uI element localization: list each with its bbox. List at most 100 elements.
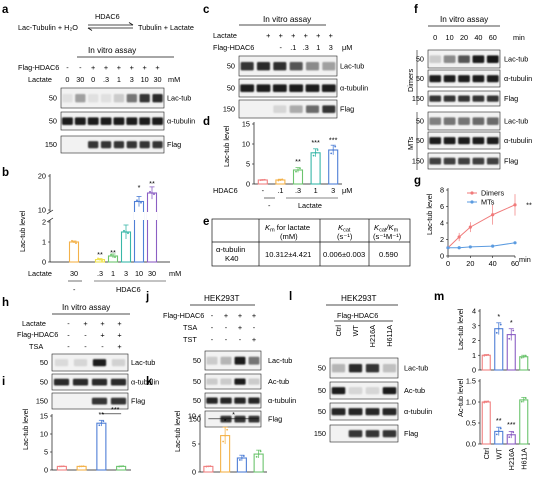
legend-label: Dimers: [481, 189, 504, 198]
blot-band: [74, 117, 86, 125]
data-point: [483, 354, 486, 357]
lane-value: +: [83, 319, 87, 328]
data-point: [497, 430, 500, 433]
x-tick-label: H216A: [507, 448, 516, 470]
blot-band: [220, 356, 232, 365]
blot-band: [458, 55, 470, 63]
y-tick-label: 15: [40, 412, 48, 421]
x-tick-label: 10: [135, 269, 143, 278]
reaction-arrows: [87, 22, 134, 31]
lane-value: -: [67, 331, 70, 340]
blot-band: [53, 378, 70, 386]
blot-band: [472, 75, 485, 83]
lane-value: -: [225, 323, 228, 332]
data-point: [485, 401, 488, 403]
blot-band: [139, 141, 150, 149]
blot-band: [234, 415, 246, 423]
blot-band: [443, 95, 456, 102]
row-label: TST: [183, 335, 197, 344]
lane-value: 0: [65, 75, 69, 84]
blot-band: [486, 117, 499, 125]
lane-value: +: [100, 319, 104, 328]
blot-frame: [238, 55, 338, 77]
y-tick-label: 4: [440, 219, 444, 228]
blot-band: [331, 408, 346, 416]
data-point: [82, 465, 85, 468]
blot-strip: 150 Flag: [223, 99, 354, 119]
x-tick-label: 3: [331, 186, 335, 195]
blot-strip: 150 Flag: [412, 90, 518, 107]
data-point: [277, 179, 280, 182]
data-point: [120, 465, 123, 468]
blot-band: [458, 157, 470, 165]
blot-band: [62, 94, 73, 103]
data-point: [125, 231, 127, 233]
blot-band: [152, 94, 163, 103]
data-point: [102, 420, 105, 423]
blot-strip: 50 α-tubulin: [318, 402, 432, 421]
panel-letter: a: [2, 4, 9, 16]
mw-marker: 150: [223, 105, 235, 114]
blot-label: Flag: [504, 157, 518, 166]
lane-value: +: [117, 342, 121, 351]
blot-band: [248, 397, 260, 404]
blot-band: [331, 387, 346, 395]
y-tick-label: 15: [242, 120, 250, 129]
significance-star: **: [526, 200, 532, 209]
data-point: [127, 232, 129, 235]
mw-marker: 50: [416, 117, 424, 126]
blot-label: Flag: [340, 105, 354, 114]
blot-label: Flag: [504, 94, 518, 103]
blot-frame: [204, 350, 262, 371]
data-point: [101, 259, 103, 262]
data-point: [255, 455, 258, 458]
significance-star: ***: [111, 405, 120, 414]
blot-band: [87, 117, 99, 125]
data-point: [524, 397, 527, 400]
lane-label: H216A: [368, 325, 377, 347]
mw-marker: 50: [416, 55, 424, 64]
blot-band: [220, 378, 232, 385]
blot-strip: 50 Lac-tub: [227, 55, 364, 77]
blot-band: [382, 364, 397, 373]
significance-star: **: [97, 250, 103, 259]
axis-break: [46, 217, 54, 223]
blot-label: Lac-tub: [340, 62, 364, 71]
lane-value: +: [100, 331, 104, 340]
blot-band: [382, 430, 397, 438]
bar: [519, 399, 529, 445]
table-row-label: α-tubulin: [216, 245, 245, 254]
lane-label: WT: [351, 324, 360, 336]
data-point: [71, 239, 73, 242]
lane-label: Ctrl: [334, 325, 343, 337]
bar-chart: 0.00.51.01.5** ***: [466, 377, 530, 449]
bar: [494, 328, 504, 371]
data-point: [140, 201, 142, 204]
data-point: [314, 151, 317, 154]
table-header: Kcat: [338, 223, 351, 234]
significance-star: *: [224, 417, 227, 426]
axis-break: [46, 209, 54, 215]
data-point: [483, 401, 486, 404]
blot-band: [429, 157, 442, 165]
assay-title: In vitro assay: [88, 46, 137, 55]
blot-band: [382, 408, 397, 416]
lane-value: -: [280, 43, 283, 52]
mw-marker: 50: [49, 117, 57, 126]
mw-marker: 50: [193, 377, 201, 386]
data-point: [209, 465, 212, 468]
data-point: [491, 213, 495, 217]
blot-label: Flag: [404, 429, 418, 438]
lane-value: +: [252, 311, 256, 320]
panel-letter: g: [414, 175, 421, 187]
data-point: [110, 253, 112, 256]
data-point: [226, 428, 229, 431]
lane-rows: - + + + - - + - - - - +: [211, 311, 256, 344]
data-point: [524, 354, 527, 357]
blot-strip: 50 Lac-tub: [193, 350, 292, 371]
y-tick-label: 0.5: [466, 419, 476, 428]
data-point: [510, 433, 513, 436]
